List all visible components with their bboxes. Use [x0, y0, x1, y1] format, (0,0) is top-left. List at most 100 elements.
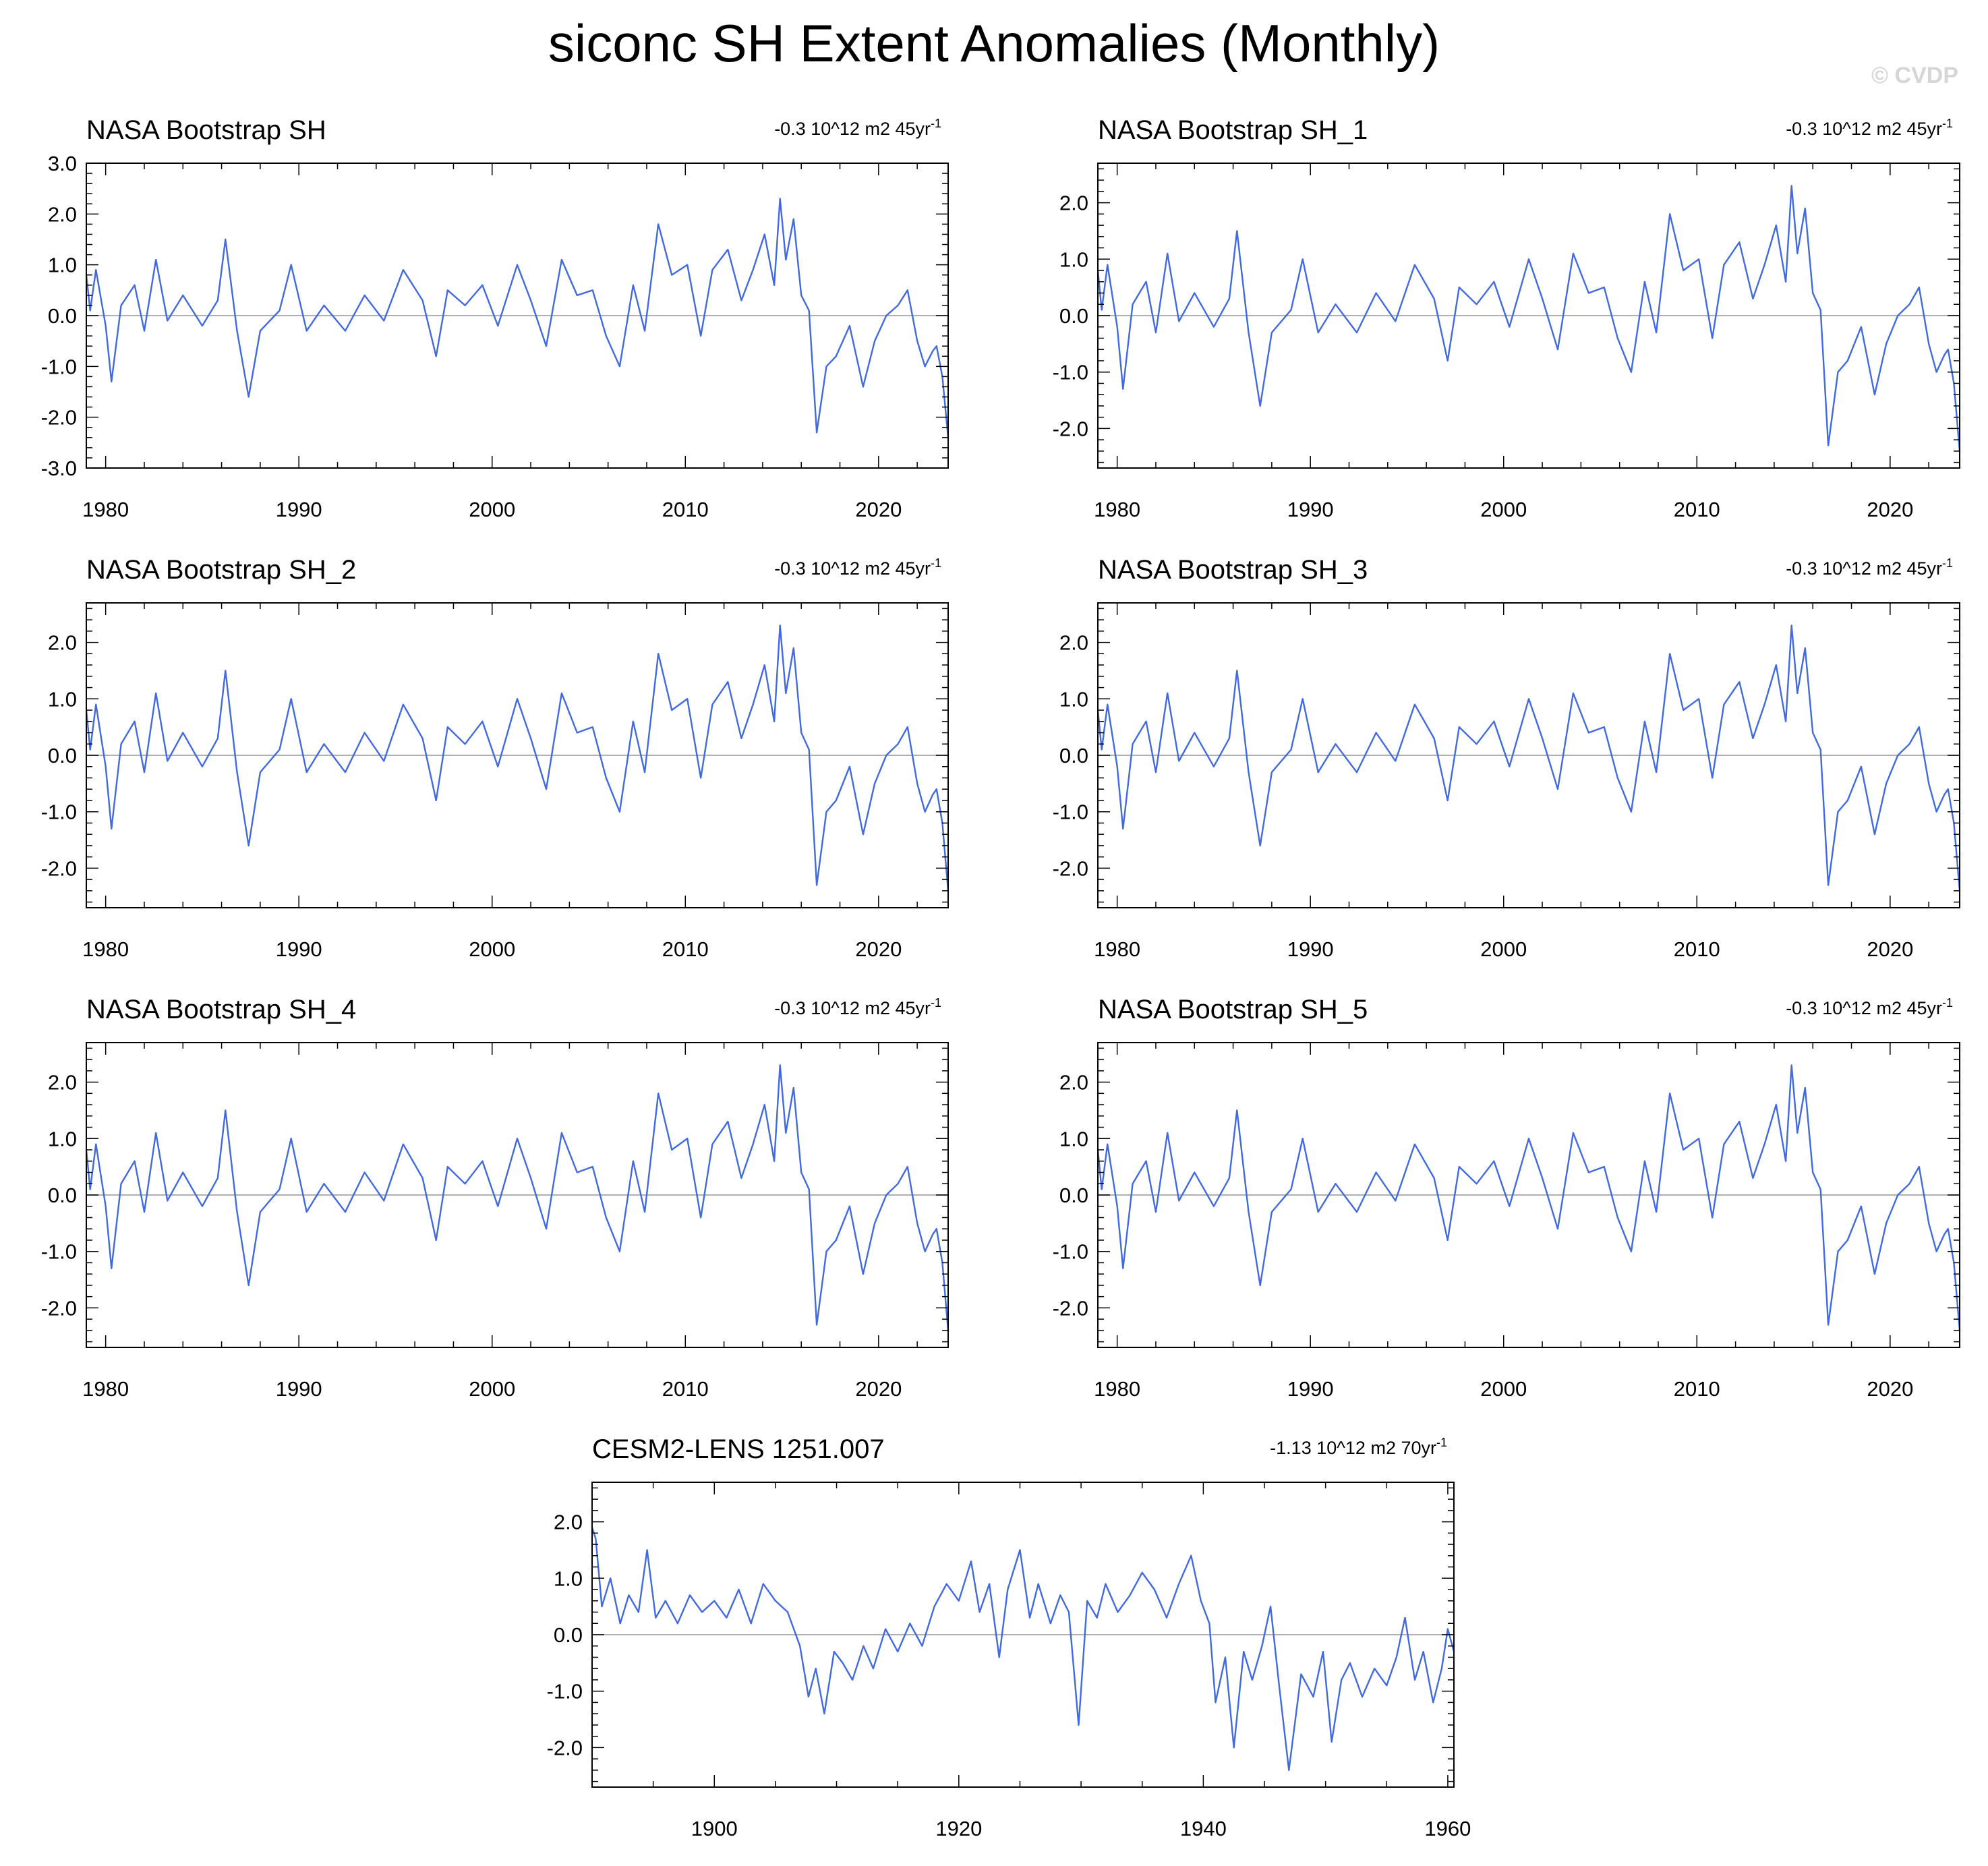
- x-tick-label: 1960: [1424, 1817, 1471, 1840]
- panel-title: NASA Bootstrap SH_3: [1098, 555, 1368, 585]
- y-tick-label: -1.0: [1053, 1240, 1088, 1264]
- series-line: [85, 624, 949, 892]
- y-tick-label: -1.0: [41, 355, 77, 378]
- y-tick-label: 1.0: [1059, 1127, 1088, 1150]
- y-tick-label: 2.0: [48, 631, 77, 655]
- y-tick-label: -2.0: [41, 856, 77, 880]
- series-line: [1097, 624, 1961, 892]
- trend-label: -0.3 10^12 m2 45yr-1: [774, 556, 941, 579]
- trend-value: -0.3 10^12 m2 45yr: [1786, 558, 1942, 579]
- x-tick-label: 2010: [662, 1377, 709, 1401]
- y-tick-label: 0.0: [48, 304, 77, 328]
- y-tick-label: 3.0: [48, 152, 77, 175]
- y-tick-label: -2.0: [547, 1736, 583, 1759]
- figure-title: siconc SH Extent Anomalies (Monthly): [548, 13, 1440, 73]
- trend-label: -1.13 10^12 m2 70yr-1: [1270, 1436, 1447, 1458]
- x-tick-label: 1980: [1094, 498, 1140, 521]
- x-tick-label: 1990: [1287, 1377, 1334, 1401]
- y-tick-label: 1.0: [554, 1567, 583, 1590]
- series-line: [1097, 1064, 1961, 1331]
- x-tick-label: 1990: [276, 937, 322, 961]
- panel-nasa-bootstrap-sh-4: NASA Bootstrap SH_4 -0.3 10^12 m2 45yr-1-…: [41, 995, 949, 1401]
- trend-value: -0.3 10^12 m2 45yr: [774, 558, 931, 579]
- y-tick-label: 1.0: [1059, 687, 1088, 711]
- x-tick-label: 1980: [1094, 1377, 1140, 1401]
- panel-title: NASA Bootstrap SH: [86, 115, 326, 145]
- y-tick-label: -2.0: [41, 406, 77, 430]
- series-line: [1097, 185, 1961, 452]
- y-tick-label: -1.0: [41, 800, 77, 824]
- y-tick-label: 1.0: [48, 687, 77, 711]
- trend-value: -0.3 10^12 m2 45yr: [1786, 119, 1942, 139]
- y-tick-label: 0.0: [1059, 304, 1088, 328]
- y-tick-label: 2.0: [554, 1511, 583, 1534]
- y-tick-label: 2.0: [1059, 1071, 1088, 1095]
- x-tick-label: 1990: [1287, 498, 1334, 521]
- y-tick-label: 0.0: [48, 1184, 77, 1207]
- trend-exponent: -1: [1942, 996, 1953, 1010]
- trend-value: -0.3 10^12 m2 45yr: [774, 119, 931, 139]
- x-tick-label: 1990: [276, 1377, 322, 1401]
- x-tick-label: 1920: [935, 1817, 982, 1840]
- y-tick-label: 2.0: [48, 202, 77, 226]
- x-tick-label: 2020: [855, 937, 902, 961]
- y-tick-label: 0.0: [1059, 1184, 1088, 1207]
- x-tick-label: 2010: [662, 937, 709, 961]
- x-tick-label: 2020: [1867, 1377, 1913, 1401]
- trend-value: -0.3 10^12 m2 45yr: [1786, 998, 1942, 1018]
- x-tick-label: 2010: [1674, 1377, 1720, 1401]
- x-tick-label: 2010: [662, 498, 709, 521]
- x-tick-label: 2010: [1674, 498, 1720, 521]
- panel-title: NASA Bootstrap SH_1: [1098, 115, 1368, 145]
- panel-title: NASA Bootstrap SH_5: [1098, 995, 1368, 1024]
- y-tick-label: 0.0: [48, 744, 77, 767]
- x-tick-label: 1980: [82, 1377, 129, 1401]
- trend-label: -0.3 10^12 m2 45yr-1: [774, 996, 941, 1018]
- x-tick-label: 2000: [1480, 1377, 1527, 1401]
- trend-exponent: -1: [931, 556, 941, 570]
- trend-label: -0.3 10^12 m2 45yr-1: [1786, 556, 1953, 579]
- x-tick-label: 1980: [82, 498, 129, 521]
- trend-exponent: -1: [931, 117, 941, 130]
- y-tick-label: 1.0: [1059, 247, 1088, 271]
- series-line: [85, 1064, 949, 1331]
- trend-exponent: -1: [1436, 1436, 1447, 1449]
- panel-nasa-bootstrap-sh-2: NASA Bootstrap SH_2 -0.3 10^12 m2 45yr-1-…: [41, 555, 949, 961]
- x-tick-label: 2020: [855, 1377, 902, 1401]
- x-tick-label: 2000: [469, 1377, 515, 1401]
- x-tick-label: 2000: [469, 498, 515, 521]
- y-tick-label: -1.0: [1053, 361, 1088, 384]
- panel-nasa-bootstrap-sh-5: NASA Bootstrap SH_5 -0.3 10^12 m2 45yr-1-…: [1053, 995, 1961, 1401]
- trend-exponent: -1: [1942, 117, 1953, 130]
- y-tick-label: -3.0: [41, 457, 77, 480]
- y-tick-label: 1.0: [48, 254, 77, 277]
- y-tick-label: -2.0: [1053, 417, 1088, 440]
- panel-title: CESM2-LENS 1251.007: [592, 1434, 885, 1464]
- panel-nasa-bootstrap-sh-1: NASA Bootstrap SH_1 -0.3 10^12 m2 45yr-1-…: [1053, 115, 1961, 521]
- x-tick-label: 2020: [1867, 498, 1913, 521]
- x-tick-label: 2020: [855, 498, 902, 521]
- y-tick-label: -1.0: [41, 1240, 77, 1264]
- y-tick-label: 2.0: [48, 1071, 77, 1095]
- x-tick-label: 2020: [1867, 937, 1913, 961]
- trend-label: -0.3 10^12 m2 45yr-1: [774, 117, 941, 139]
- y-tick-label: 0.0: [554, 1623, 583, 1647]
- panel-nasa-bootstrap-sh-3: NASA Bootstrap SH_3 -0.3 10^12 m2 45yr-1-…: [1053, 555, 1961, 961]
- y-tick-label: -1.0: [1053, 800, 1088, 824]
- trend-value: -1.13 10^12 m2 70yr: [1270, 1438, 1436, 1458]
- panel-cesm2-lens: CESM2-LENS 1251.007 -1.13 10^12 m2 70yr-1…: [547, 1434, 1471, 1840]
- y-tick-label: -1.0: [547, 1680, 583, 1703]
- x-tick-label: 1980: [1094, 937, 1140, 961]
- x-tick-label: 1990: [1287, 937, 1334, 961]
- y-tick-label: 2.0: [1059, 192, 1088, 215]
- y-tick-label: -2.0: [41, 1296, 77, 1320]
- x-tick-label: 1940: [1180, 1817, 1227, 1840]
- trend-label: -0.3 10^12 m2 45yr-1: [1786, 117, 1953, 139]
- trend-label: -0.3 10^12 m2 45yr-1: [1786, 996, 1953, 1018]
- panel-title: NASA Bootstrap SH_2: [86, 555, 356, 585]
- y-tick-label: 0.0: [1059, 744, 1088, 767]
- y-tick-label: 2.0: [1059, 631, 1088, 655]
- series-line: [591, 1527, 1455, 1772]
- trend-value: -0.3 10^12 m2 45yr: [774, 998, 931, 1018]
